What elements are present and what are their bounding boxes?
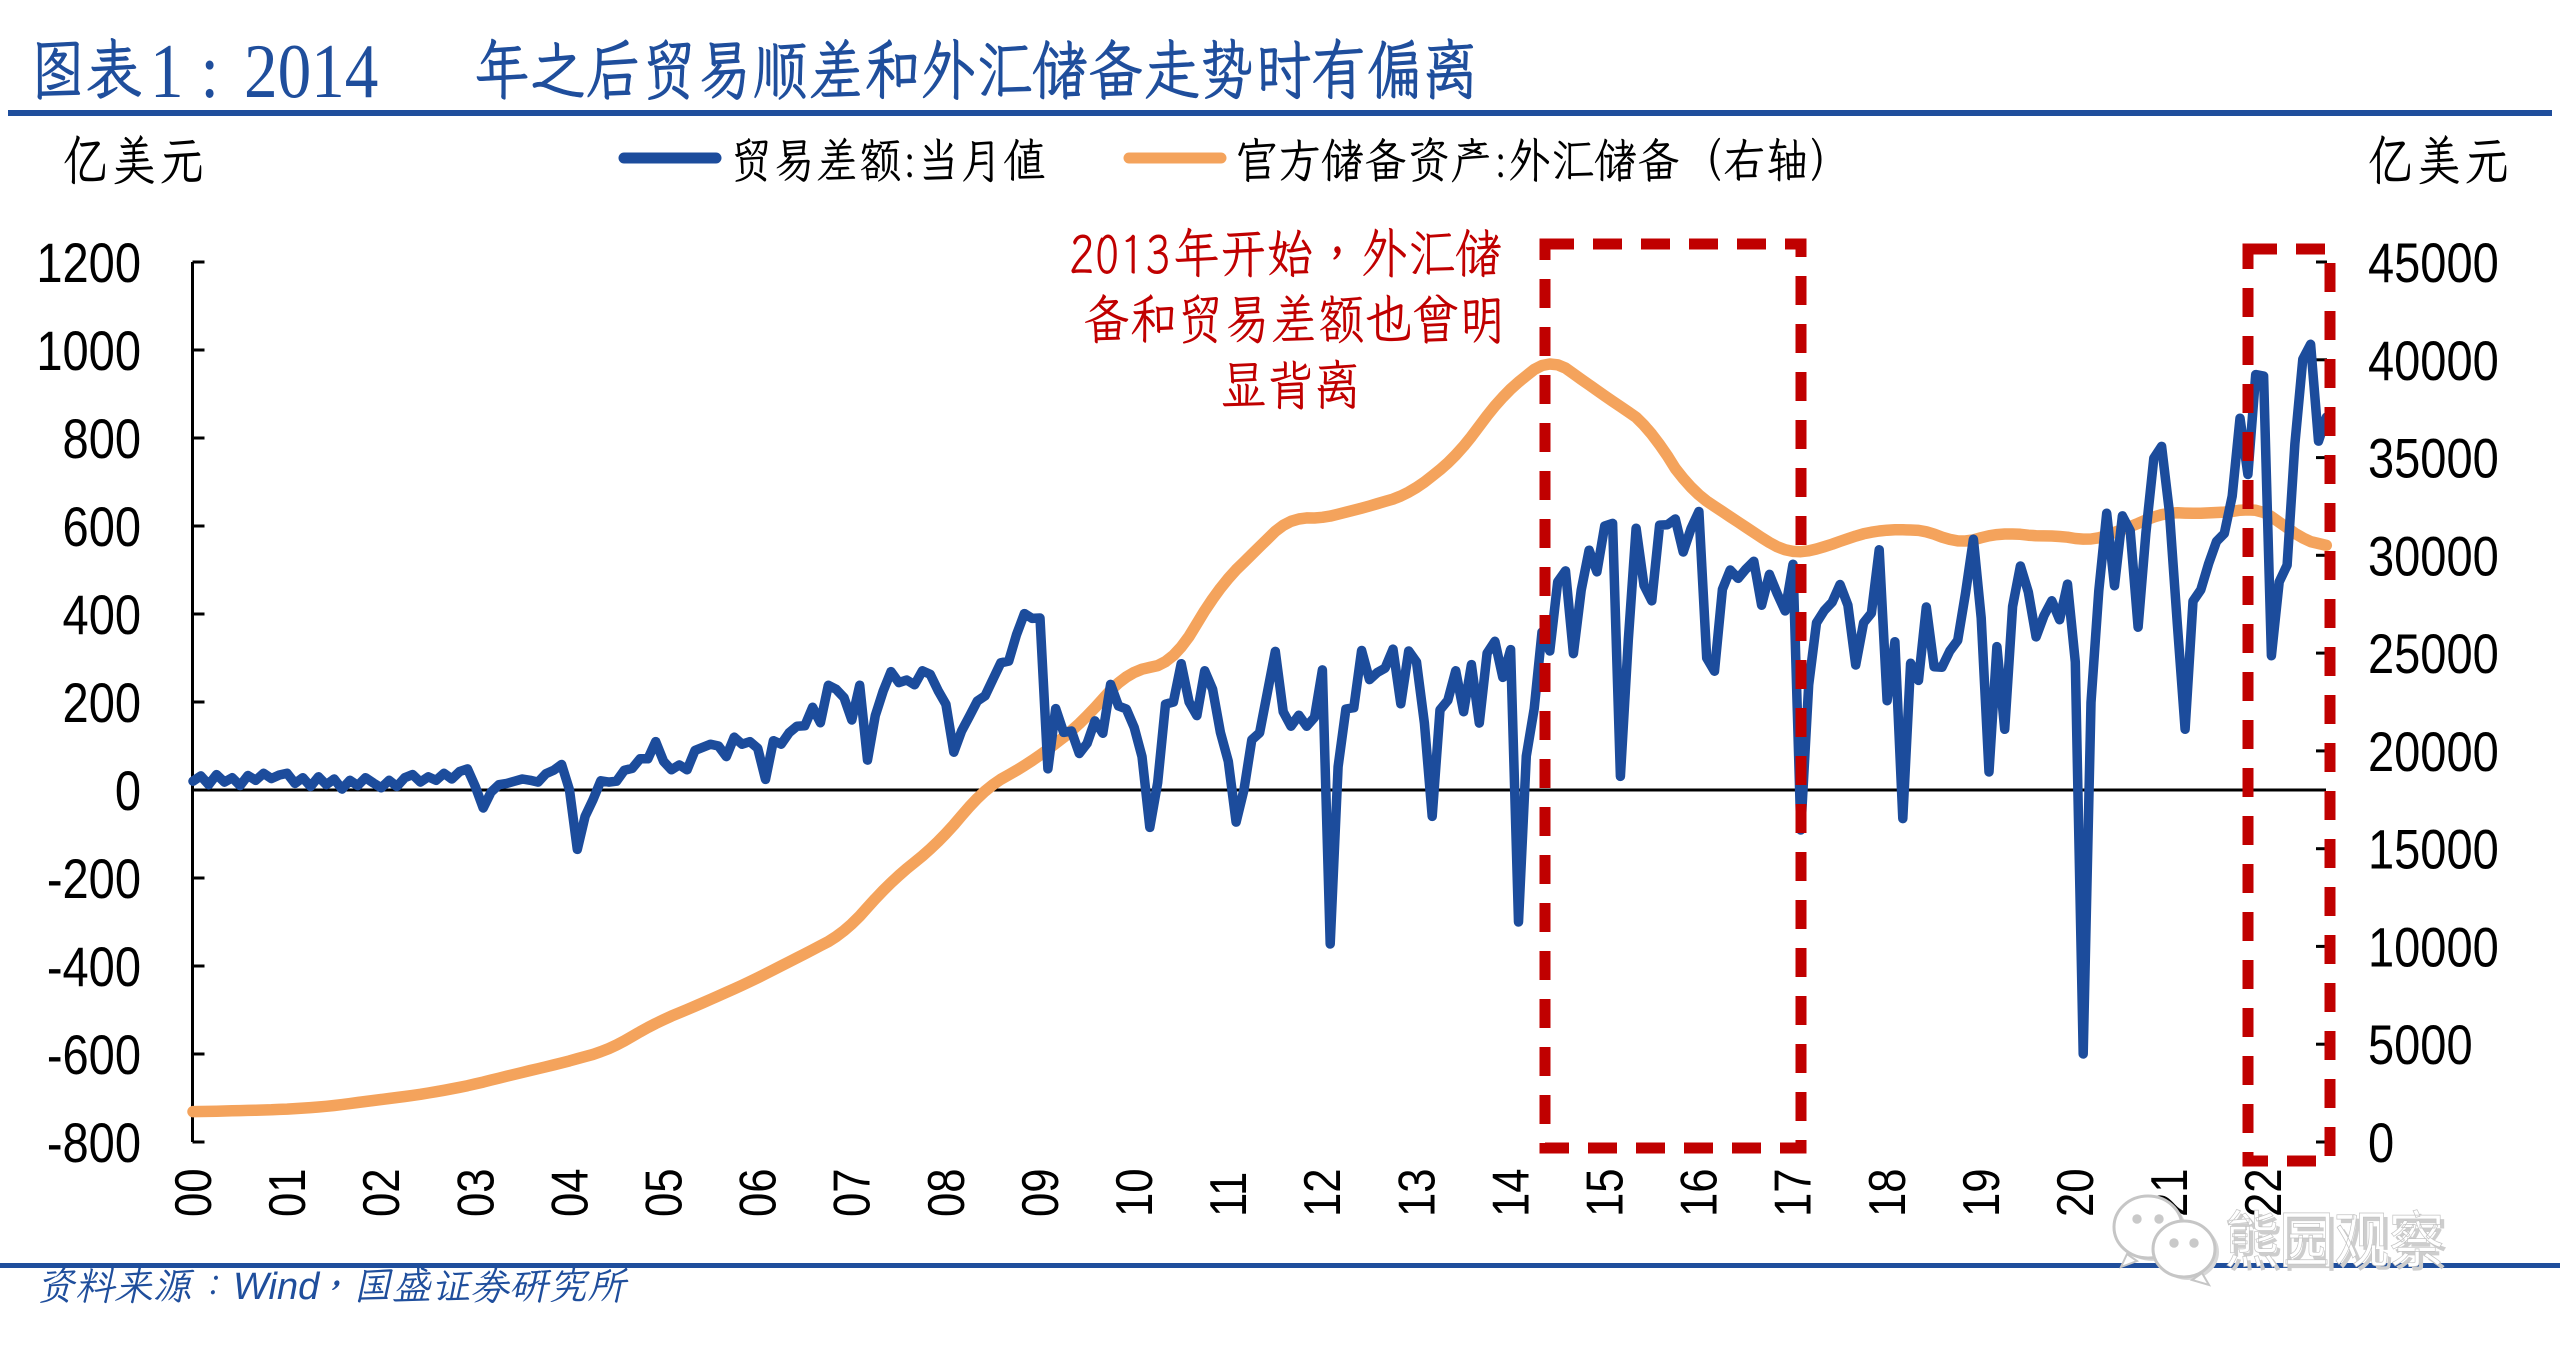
svg-text:0: 0 (2368, 1111, 2394, 1174)
svg-text:5000: 5000 (2368, 1013, 2473, 1076)
svg-text:200: 200 (63, 671, 141, 734)
svg-text:1000: 1000 (36, 319, 141, 382)
svg-text:00: 00 (166, 1168, 223, 1217)
svg-text:Wind: Wind (233, 1266, 321, 1308)
svg-text:25000: 25000 (2368, 622, 2499, 685)
svg-text:12: 12 (1295, 1168, 1352, 1217)
svg-text:1 :: 1 : (150, 29, 219, 114)
svg-text:-200: -200 (47, 847, 141, 910)
svg-text:15000: 15000 (2368, 818, 2499, 881)
svg-text:11: 11 (1201, 1172, 1258, 1217)
svg-text:20: 20 (2048, 1168, 2105, 1217)
svg-text:18: 18 (1859, 1168, 1916, 1217)
svg-text:05: 05 (636, 1168, 693, 1217)
svg-text:1200: 1200 (36, 231, 141, 294)
svg-text:22: 22 (2236, 1168, 2293, 1217)
svg-text:19: 19 (1953, 1168, 2010, 1217)
svg-text:600: 600 (63, 495, 141, 558)
svg-text:17: 17 (1765, 1168, 1822, 1217)
svg-text:06: 06 (730, 1168, 787, 1217)
svg-text:0: 0 (115, 759, 141, 822)
svg-text:45000: 45000 (2368, 231, 2499, 294)
svg-text:35000: 35000 (2368, 427, 2499, 490)
svg-text:40000: 40000 (2368, 329, 2499, 392)
svg-text:14: 14 (1483, 1168, 1540, 1217)
svg-text:15: 15 (1577, 1168, 1634, 1217)
svg-text:800: 800 (63, 407, 141, 470)
svg-text:01: 01 (260, 1168, 317, 1217)
svg-text:-600: -600 (47, 1023, 141, 1086)
svg-text:08: 08 (918, 1168, 975, 1217)
svg-text:-800: -800 (47, 1111, 141, 1174)
svg-text:07: 07 (824, 1168, 881, 1217)
svg-text:-400: -400 (47, 935, 141, 998)
svg-text:13: 13 (1389, 1168, 1446, 1217)
svg-text:30000: 30000 (2368, 524, 2499, 587)
svg-text:02: 02 (354, 1168, 411, 1217)
svg-text:20000: 20000 (2368, 720, 2499, 783)
svg-text:09: 09 (1012, 1168, 1069, 1217)
svg-text:04: 04 (542, 1168, 599, 1217)
svg-text:16: 16 (1671, 1168, 1728, 1217)
svg-text:2014: 2014 (244, 29, 378, 114)
svg-text:400: 400 (63, 583, 141, 646)
svg-text:10000: 10000 (2368, 916, 2499, 979)
svg-text:10: 10 (1107, 1168, 1164, 1217)
svg-text:03: 03 (448, 1168, 505, 1217)
